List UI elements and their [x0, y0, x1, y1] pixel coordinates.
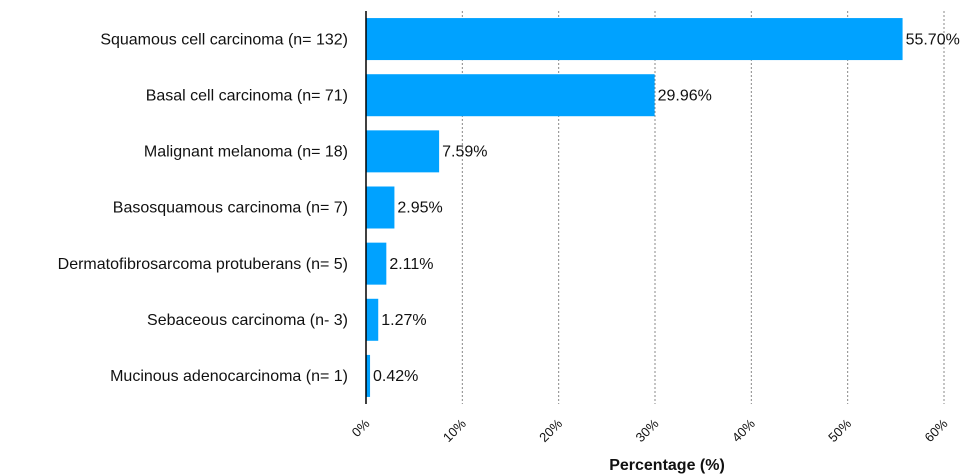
- y-tick-label: Sebaceous carcinoma (n- 3): [147, 312, 348, 329]
- x-tick-label: 10%: [440, 416, 469, 445]
- value-label: 29.96%: [658, 87, 712, 104]
- x-tick-label: 30%: [633, 416, 662, 445]
- x-axis-label: Percentage (%): [609, 457, 725, 474]
- x-tick-label: 60%: [922, 416, 951, 445]
- y-tick-label: Basosquamous carcinoma (n= 7): [113, 200, 348, 217]
- bar: [366, 18, 903, 61]
- value-label: 7.59%: [442, 144, 487, 161]
- value-label: 0.42%: [373, 368, 418, 385]
- value-label: 55.70%: [906, 31, 960, 48]
- bar: [366, 354, 371, 397]
- bar: [366, 298, 379, 341]
- y-tick-label: Squamous cell carcinoma (n= 132): [100, 31, 348, 48]
- bar: [366, 242, 387, 285]
- y-tick-label: Mucinous adenocarcinoma (n= 1): [110, 368, 348, 385]
- y-tick-label: Malignant melanoma (n= 18): [144, 144, 348, 161]
- x-tick-label: 0%: [349, 416, 373, 440]
- x-tick-label: 50%: [825, 416, 854, 445]
- value-label: 2.95%: [397, 200, 442, 217]
- x-tick-label: 40%: [729, 416, 758, 445]
- value-label: 2.11%: [389, 256, 433, 273]
- bar: [366, 74, 655, 117]
- y-tick-label: Basal cell carcinoma (n= 71): [146, 87, 348, 104]
- bar: [366, 130, 440, 173]
- bar: [366, 186, 395, 229]
- value-label: 1.27%: [381, 312, 426, 329]
- x-tick-label: 20%: [536, 416, 565, 445]
- y-tick-label: Dermatofibrosarcoma protuberans (n= 5): [58, 256, 348, 273]
